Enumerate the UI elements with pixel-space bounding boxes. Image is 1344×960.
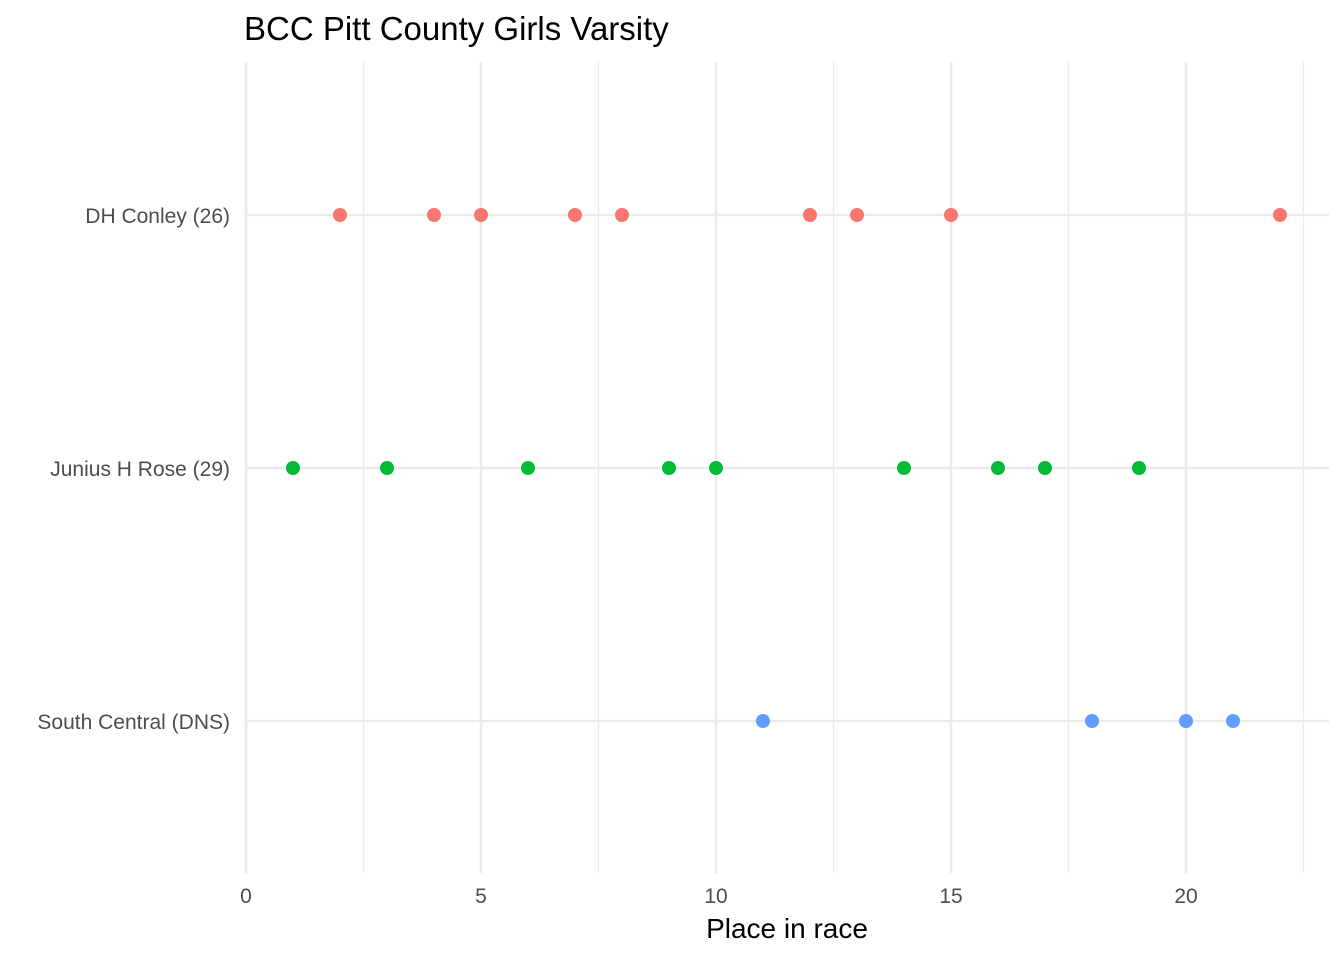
data-point xyxy=(333,208,347,222)
x-tick-label: 5 xyxy=(475,885,487,908)
data-point xyxy=(474,208,488,222)
data-point xyxy=(756,714,770,728)
data-point xyxy=(944,208,958,222)
data-point xyxy=(1038,461,1052,475)
data-point xyxy=(709,461,723,475)
x-tick-label: 15 xyxy=(939,885,962,908)
data-point xyxy=(1179,714,1193,728)
data-point xyxy=(803,208,817,222)
y-tick-label: Junius H Rose (29) xyxy=(50,458,230,481)
x-tick-labels: 0 5 10 15 20 xyxy=(240,885,1198,908)
data-point xyxy=(897,461,911,475)
y-tick-labels: DH Conley (26) Junius H Rose (29) South Ce… xyxy=(37,205,230,734)
x-axis-label: Place in race xyxy=(706,913,868,944)
data-point xyxy=(1132,461,1146,475)
data-point xyxy=(568,208,582,222)
data-point xyxy=(521,461,535,475)
data-point xyxy=(991,461,1005,475)
data-points xyxy=(286,208,1287,728)
data-point xyxy=(850,208,864,222)
data-point xyxy=(662,461,676,475)
data-point xyxy=(1226,714,1240,728)
data-point xyxy=(1273,208,1287,222)
data-point xyxy=(380,461,394,475)
x-tick-label: 0 xyxy=(240,885,252,908)
data-point xyxy=(615,208,629,222)
y-tick-label: South Central (DNS) xyxy=(37,711,230,734)
chart-title: BCC Pitt County Girls Varsity xyxy=(244,10,669,47)
data-point xyxy=(427,208,441,222)
x-tick-label: 10 xyxy=(704,885,727,908)
data-point xyxy=(286,461,300,475)
major-gridlines xyxy=(244,62,1329,873)
data-point xyxy=(1085,714,1099,728)
x-tick-label: 20 xyxy=(1174,885,1197,908)
y-tick-label: DH Conley (26) xyxy=(85,205,230,228)
